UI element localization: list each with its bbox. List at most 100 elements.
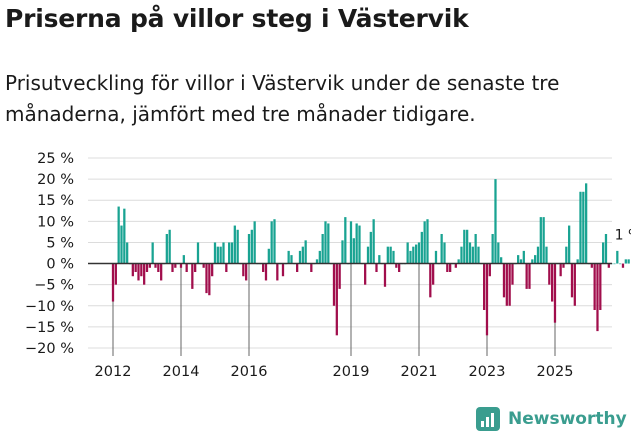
bar <box>559 263 562 277</box>
bar <box>446 263 449 272</box>
x-tick-label: 2016 <box>231 364 268 380</box>
y-tick-label: 10 % <box>37 214 74 230</box>
bar <box>593 263 596 310</box>
bar <box>335 263 338 336</box>
x-tick-label: 2025 <box>537 364 574 380</box>
bar <box>165 234 168 264</box>
bar <box>233 225 236 264</box>
bar <box>576 259 579 264</box>
bar <box>500 257 503 264</box>
bar <box>358 225 361 264</box>
bar <box>366 246 370 264</box>
bar <box>298 250 302 264</box>
bar <box>262 263 265 272</box>
latest-value-label: 1 % <box>615 227 631 243</box>
bar <box>143 263 146 285</box>
bar <box>505 263 508 306</box>
bar <box>582 191 585 264</box>
bar <box>420 231 423 264</box>
bar <box>372 219 375 264</box>
bar <box>429 263 432 298</box>
bar <box>494 179 497 264</box>
bar <box>245 263 248 281</box>
y-tick-label: 15 % <box>37 193 74 209</box>
bar <box>471 246 474 264</box>
bar <box>318 250 321 264</box>
bar <box>562 263 565 268</box>
bar <box>315 259 319 264</box>
bar <box>324 221 327 264</box>
bar <box>117 206 120 264</box>
bar <box>211 263 214 277</box>
bar <box>267 248 270 264</box>
bar <box>406 242 409 264</box>
bar <box>171 263 174 272</box>
bar <box>273 219 276 264</box>
bar <box>528 263 531 289</box>
y-tick-label: −15 % <box>25 320 74 336</box>
bar <box>230 242 234 264</box>
bar <box>321 234 324 264</box>
bar <box>250 229 253 264</box>
bar <box>596 263 599 332</box>
bar <box>389 246 392 264</box>
bar <box>208 263 211 296</box>
bar <box>301 246 304 264</box>
bar <box>568 225 571 264</box>
x-tick-label: 2021 <box>401 364 438 380</box>
bar <box>599 263 602 310</box>
bar <box>531 259 534 264</box>
bar <box>497 242 500 264</box>
bar <box>222 242 225 264</box>
bar <box>553 263 557 323</box>
bar <box>338 263 341 289</box>
bar <box>151 242 154 264</box>
bar <box>624 259 627 264</box>
bar <box>202 263 205 268</box>
bar <box>386 246 389 264</box>
bar <box>160 263 163 281</box>
chart-subtitle: Prisutveckling för villor i Västervik un… <box>5 71 560 126</box>
bar <box>213 242 217 264</box>
bar <box>242 263 245 277</box>
bar <box>341 240 344 264</box>
brand-name: Newsworthy <box>508 409 627 429</box>
bar <box>327 223 330 264</box>
bar <box>157 263 160 272</box>
bar <box>148 263 151 268</box>
bar <box>517 255 520 264</box>
bar <box>613 263 616 265</box>
bar <box>542 217 545 264</box>
bar <box>440 234 443 264</box>
y-axis: 25 % 20 % 15 % 10 % 5 % 0 % −5 % −10 % −15 % −20 … <box>25 151 74 357</box>
bar <box>604 234 608 264</box>
bar <box>585 183 588 264</box>
bar <box>228 242 231 264</box>
bar <box>551 263 554 302</box>
newsworthy-brand[interactable]: Newsworthy <box>476 407 627 431</box>
bar <box>409 250 412 264</box>
y-tick-label: −5 % <box>34 278 74 294</box>
bar <box>264 263 268 281</box>
x-tick-label: 2014 <box>163 364 200 380</box>
bar <box>287 250 290 264</box>
bar <box>579 191 582 264</box>
bar <box>602 242 605 264</box>
bar <box>154 263 157 268</box>
bar <box>485 263 489 336</box>
bar <box>619 263 622 265</box>
bar <box>219 246 222 264</box>
bar <box>508 263 511 306</box>
bar <box>539 217 542 264</box>
bar <box>519 259 523 264</box>
bar <box>395 263 398 268</box>
bar <box>412 246 415 264</box>
bar <box>616 250 619 264</box>
bar <box>432 263 435 285</box>
bar <box>216 246 219 264</box>
bar <box>378 255 381 264</box>
bar <box>332 263 336 306</box>
bar <box>137 263 140 281</box>
bar <box>483 263 486 310</box>
bar <box>457 259 460 264</box>
